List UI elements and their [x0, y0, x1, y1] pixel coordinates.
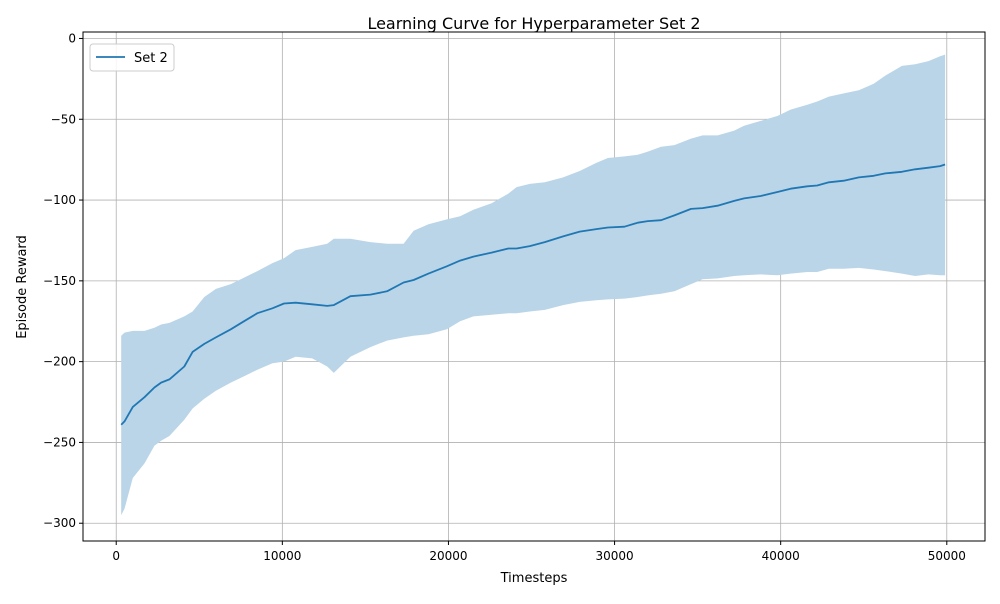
confidence-band-layer [121, 54, 946, 516]
y-tick-label: −150 [43, 274, 76, 288]
confidence-band-series-0 [121, 54, 946, 516]
legend-box [89, 43, 175, 72]
legend: Set 2 [89, 43, 175, 72]
x-axis-label: Timesteps [500, 571, 568, 586]
y-tick-label: −200 [43, 355, 76, 369]
x-tick-label: 0 [112, 549, 120, 563]
series-line-layer [120, 163, 946, 426]
y-tick-label: −50 [51, 112, 76, 126]
x-tick-label: 20000 [429, 549, 467, 563]
y-tick-label: −100 [43, 193, 76, 207]
x-tick-label: 40000 [762, 549, 800, 563]
y-tick-label: −250 [43, 435, 76, 449]
plot-frame [82, 31, 986, 542]
mean-line-series-0 [120, 163, 946, 426]
y-tick-label: 0 [68, 31, 76, 45]
legend-label-set-2: Set 2 [134, 51, 168, 66]
x-axis-ticks: 0 10000 20000 30000 40000 50000 [112, 541, 966, 563]
chart-title: Learning Curve for Hyperparameter Set 2 [367, 14, 700, 33]
y-tick-label: −300 [43, 516, 76, 530]
x-tick-label: 30000 [595, 549, 633, 563]
x-tick-label: 10000 [263, 549, 301, 563]
x-tick-label: 50000 [928, 549, 966, 563]
y-axis-label: Episode Reward [15, 235, 30, 339]
y-axis-ticks: 0 −50 −100 −150 −200 −250 −300 [43, 31, 83, 530]
